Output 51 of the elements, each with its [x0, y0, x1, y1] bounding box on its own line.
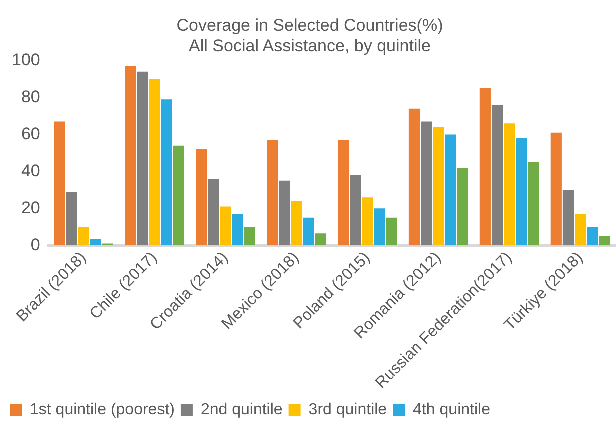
- bar: [78, 227, 90, 246]
- bar: [338, 140, 350, 246]
- bar: [433, 127, 444, 246]
- bar: [374, 208, 386, 246]
- bar: [421, 122, 432, 246]
- bar: [244, 227, 256, 246]
- bar: [267, 140, 278, 246]
- bar: [303, 218, 314, 246]
- bar: [315, 234, 326, 246]
- bar: [66, 192, 78, 246]
- bar: [457, 168, 468, 246]
- bar: [362, 198, 374, 246]
- bar: [232, 214, 244, 246]
- legend-label: 1st quintile (poorest): [30, 401, 175, 418]
- y-tick-label: 40: [21, 161, 40, 180]
- chart-title: Coverage in Selected Countries(%): [176, 16, 444, 35]
- bar: [279, 180, 290, 246]
- bar: [574, 214, 586, 246]
- y-tick-label: 0: [30, 235, 40, 254]
- bar: [516, 138, 528, 246]
- bar: [54, 122, 66, 246]
- bar: [445, 134, 456, 246]
- bar: [149, 79, 160, 246]
- bar: [408, 108, 420, 246]
- bar: [386, 218, 398, 246]
- legend-label: 3rd quintile: [308, 401, 388, 418]
- y-tick-label: 100: [12, 50, 40, 70]
- bar: [137, 72, 148, 246]
- bar: [208, 179, 220, 246]
- bar: [504, 124, 516, 246]
- bar: [350, 175, 362, 246]
- bar: [220, 206, 232, 246]
- bar: [562, 190, 574, 246]
- y-tick-label: 80: [21, 87, 40, 106]
- bar: [196, 150, 208, 246]
- chart-subtitle: All Social Assistance, by quintile: [189, 36, 431, 56]
- bar: [599, 236, 610, 246]
- bar: [291, 201, 302, 246]
- bar: [161, 100, 172, 246]
- bar: [480, 88, 491, 246]
- y-tick-label: 60: [21, 124, 40, 144]
- bar: [587, 227, 598, 246]
- bar: [550, 132, 562, 246]
- y-tick-label: 20: [21, 198, 40, 218]
- bar: [492, 105, 504, 246]
- bar: [90, 239, 102, 246]
- bar: [528, 162, 540, 246]
- bar: [173, 146, 184, 246]
- legend-label: 4th quintile: [413, 401, 491, 418]
- bar: [125, 66, 136, 246]
- legend-label: 2nd quintile: [200, 401, 283, 418]
